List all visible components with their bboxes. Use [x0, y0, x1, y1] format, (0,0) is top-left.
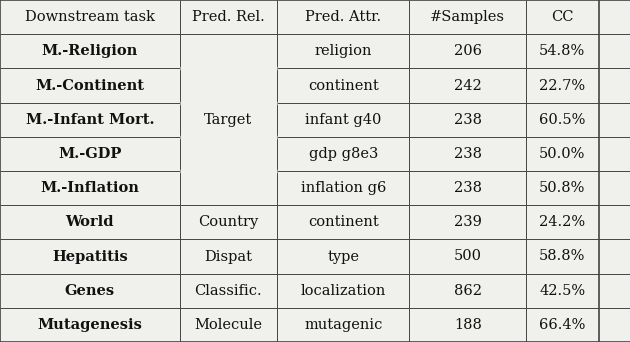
Bar [0, 308, 180, 342]
Text: Dispat: Dispat [204, 250, 253, 263]
Bar [526, 68, 598, 103]
Text: 42.5%: 42.5% [539, 284, 585, 298]
Bar [0, 68, 180, 103]
Bar [277, 34, 410, 68]
Bar [180, 103, 277, 137]
Bar [410, 68, 526, 103]
Bar [277, 239, 410, 274]
Bar [526, 274, 598, 308]
Text: M.-GDP: M.-GDP [58, 147, 122, 161]
Text: Hepatitis: Hepatitis [52, 250, 128, 263]
Bar [410, 34, 526, 68]
Text: type: type [328, 250, 359, 263]
Bar [180, 274, 277, 308]
Bar [0, 137, 180, 171]
Text: 238: 238 [454, 181, 482, 195]
Bar [277, 274, 410, 308]
Bar [277, 0, 410, 34]
Text: 238: 238 [454, 113, 482, 127]
Bar [180, 308, 277, 342]
Bar [410, 308, 526, 342]
Bar [277, 68, 410, 103]
Text: continent: continent [308, 79, 379, 92]
Text: 58.8%: 58.8% [539, 250, 585, 263]
Bar [526, 205, 598, 239]
Text: 500: 500 [454, 250, 482, 263]
Bar [180, 68, 277, 103]
Text: #Samples: #Samples [430, 10, 505, 24]
Bar [410, 0, 526, 34]
Text: 239: 239 [454, 215, 482, 229]
Text: continent: continent [308, 215, 379, 229]
Bar [0, 171, 180, 205]
Bar [180, 137, 277, 171]
Bar [410, 274, 526, 308]
Text: Mutagenesis: Mutagenesis [37, 318, 142, 332]
Bar [180, 0, 277, 34]
Text: 54.8%: 54.8% [539, 44, 585, 58]
Bar [526, 239, 598, 274]
Text: localization: localization [301, 284, 386, 298]
Text: 50.0%: 50.0% [539, 147, 585, 161]
Bar [277, 308, 410, 342]
Bar [0, 274, 180, 308]
Text: 242: 242 [454, 79, 482, 92]
Bar [180, 34, 277, 68]
Text: 238: 238 [454, 147, 482, 161]
Text: M.-Inflation: M.-Inflation [40, 181, 139, 195]
Bar [180, 239, 277, 274]
Text: 24.2%: 24.2% [539, 215, 585, 229]
Text: infant g40: infant g40 [305, 113, 382, 127]
Text: Country: Country [198, 215, 258, 229]
Bar [0, 0, 180, 34]
Bar [180, 171, 277, 205]
Bar [410, 239, 526, 274]
Text: M.-Religion: M.-Religion [42, 44, 138, 58]
Bar [277, 103, 410, 137]
Bar [526, 103, 598, 137]
Text: religion: religion [314, 44, 372, 58]
Text: 206: 206 [454, 44, 482, 58]
Text: gdp g8e3: gdp g8e3 [309, 147, 378, 161]
Bar [526, 137, 598, 171]
Text: M.-Continent: M.-Continent [35, 79, 144, 92]
Bar [0, 239, 180, 274]
Bar [526, 0, 598, 34]
Bar [526, 34, 598, 68]
Text: 66.4%: 66.4% [539, 318, 585, 332]
Text: Pred. Attr.: Pred. Attr. [306, 10, 381, 24]
Text: Pred. Rel.: Pred. Rel. [192, 10, 265, 24]
Bar [277, 137, 410, 171]
Text: inflation g6: inflation g6 [301, 181, 386, 195]
Bar [0, 103, 180, 137]
Bar [0, 205, 180, 239]
Text: World: World [66, 215, 114, 229]
Text: 862: 862 [454, 284, 482, 298]
Bar [526, 171, 598, 205]
Text: Molecule: Molecule [195, 318, 262, 332]
Text: 60.5%: 60.5% [539, 113, 585, 127]
Bar [526, 308, 598, 342]
Bar [410, 171, 526, 205]
Text: Downstream task: Downstream task [25, 10, 155, 24]
Text: 50.8%: 50.8% [539, 181, 585, 195]
Text: mutagenic: mutagenic [304, 318, 382, 332]
Text: Genes: Genes [65, 284, 115, 298]
Text: CC: CC [551, 10, 573, 24]
Bar [277, 171, 410, 205]
Text: 22.7%: 22.7% [539, 79, 585, 92]
Bar [410, 137, 526, 171]
Text: M.-Infant Mort.: M.-Infant Mort. [26, 113, 154, 127]
Bar [410, 205, 526, 239]
Text: 188: 188 [454, 318, 482, 332]
Bar [180, 205, 277, 239]
Bar [410, 103, 526, 137]
Text: Target: Target [204, 113, 253, 127]
Bar [0, 34, 180, 68]
Bar [277, 205, 410, 239]
Text: Classific.: Classific. [195, 284, 262, 298]
